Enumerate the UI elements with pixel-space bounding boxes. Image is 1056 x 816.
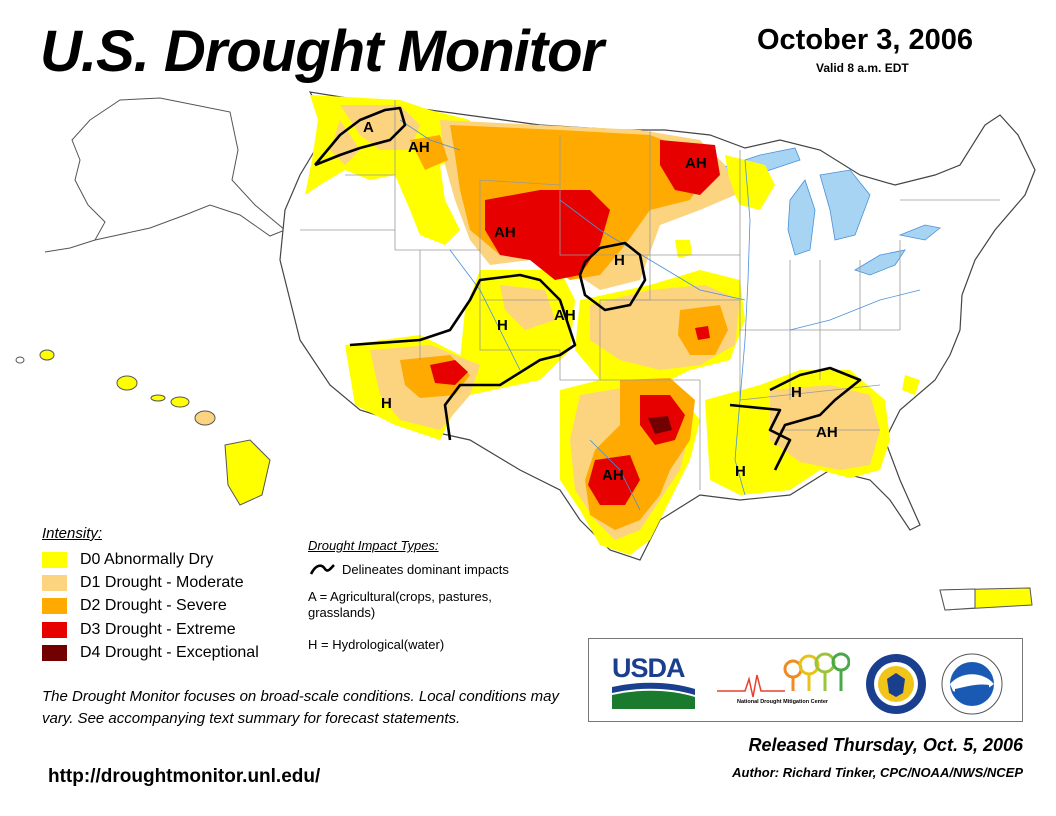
- label-ah-georgia: AH: [816, 424, 838, 441]
- label-ah-texas: AH: [602, 467, 624, 484]
- legend-item-d3: D3 Drought - Extreme: [42, 618, 259, 641]
- label-a-northwest: A: [363, 119, 374, 136]
- legend-item-d0: D0 Abnormally Dry: [42, 548, 259, 571]
- website-url[interactable]: http://droughtmonitor.unl.edu/: [48, 766, 321, 787]
- ndmc-trees-icon: [717, 652, 851, 698]
- map-title: U.S. Drought Monitor: [40, 19, 604, 84]
- alaska: [44, 97, 286, 253]
- label-h-colorado: H: [497, 317, 508, 334]
- rivers: [399, 119, 921, 511]
- label-ah-kansas: AH: [554, 307, 576, 324]
- intensity-legend: D0 Abnormally Dry D1 Drought - Moderate …: [42, 548, 259, 664]
- legend-label: D0 Abnormally Dry: [80, 550, 214, 568]
- legend-label: D2 Drought - Severe: [80, 597, 227, 615]
- usda-swoosh-icon: [612, 682, 695, 709]
- label-ah-dakotas: AH: [494, 224, 516, 241]
- label-ah-minnesota: AH: [685, 155, 707, 172]
- legend-item-d1: D1 Drought - Moderate: [42, 571, 259, 594]
- map-labels: A AH AH AH H H AH H AH H AH H: [363, 119, 838, 484]
- label-h-nebraska: H: [614, 252, 625, 269]
- swatch-d4: [42, 644, 67, 661]
- impact-hydrological-text: H = Hydrological(water): [308, 637, 445, 652]
- release-date: Released Thursday, Oct. 5, 2006: [748, 735, 1023, 755]
- author-credit: Author: Richard Tinker, CPC/NOAA/NWS/NCE…: [732, 765, 1023, 780]
- delineation-line-icon: [309, 564, 335, 575]
- d4-area: [648, 416, 672, 434]
- impact-types-title: Drought Impact Types:: [308, 538, 439, 553]
- impact-delineates-text: Delineates dominant impacts: [342, 562, 509, 577]
- impact-boundaries: [314, 106, 862, 471]
- legend-label: D3 Drought - Extreme: [80, 620, 236, 638]
- legend-item-d4: D4 Drought - Exceptional: [42, 641, 259, 664]
- legend-item-d2: D2 Drought - Severe: [42, 595, 259, 618]
- map-date: October 3, 2006: [757, 24, 973, 56]
- legend-title: Intensity:: [42, 525, 103, 542]
- hawaii: [15, 349, 271, 506]
- ndmc-logo: National Drought Mitigation Center: [715, 649, 851, 711]
- disclaimer-note: The Drought Monitor focuses on broad-sca…: [42, 688, 559, 727]
- partner-logos: USDA National Drought Mitigation Center: [588, 638, 1023, 722]
- swatch-d0: [42, 551, 67, 568]
- label-h-mississippi: H: [735, 463, 746, 480]
- legend-label: D1 Drought - Moderate: [80, 573, 244, 591]
- ndmc-logo-text: National Drought Mitigation Center: [736, 699, 829, 705]
- label-ah-montana: AH: [408, 139, 430, 156]
- d3-areas: [430, 140, 720, 505]
- usda-logo: USDA: [609, 651, 699, 709]
- legend-label: D4 Drought - Exceptional: [80, 643, 259, 661]
- drought-map: A AH AH AH H H AH H AH H AH H: [15, 91, 1036, 611]
- label-h-arizona: H: [381, 395, 392, 412]
- commerce-seal-icon: [866, 654, 926, 714]
- swatch-d2: [42, 598, 67, 615]
- noaa-seal-icon: [941, 653, 1003, 715]
- valid-time: Valid 8 a.m. EDT: [816, 61, 909, 75]
- impact-agricultural-text: A = Agricultural(crops, pastures, grassl…: [308, 589, 492, 620]
- swatch-d1: [42, 574, 67, 591]
- usda-logo-text: USDA: [612, 653, 686, 683]
- state-borders: [300, 100, 1000, 490]
- puerto-rico: [939, 587, 1033, 611]
- swatch-d3: [42, 621, 67, 638]
- label-h-tennessee: H: [791, 384, 802, 401]
